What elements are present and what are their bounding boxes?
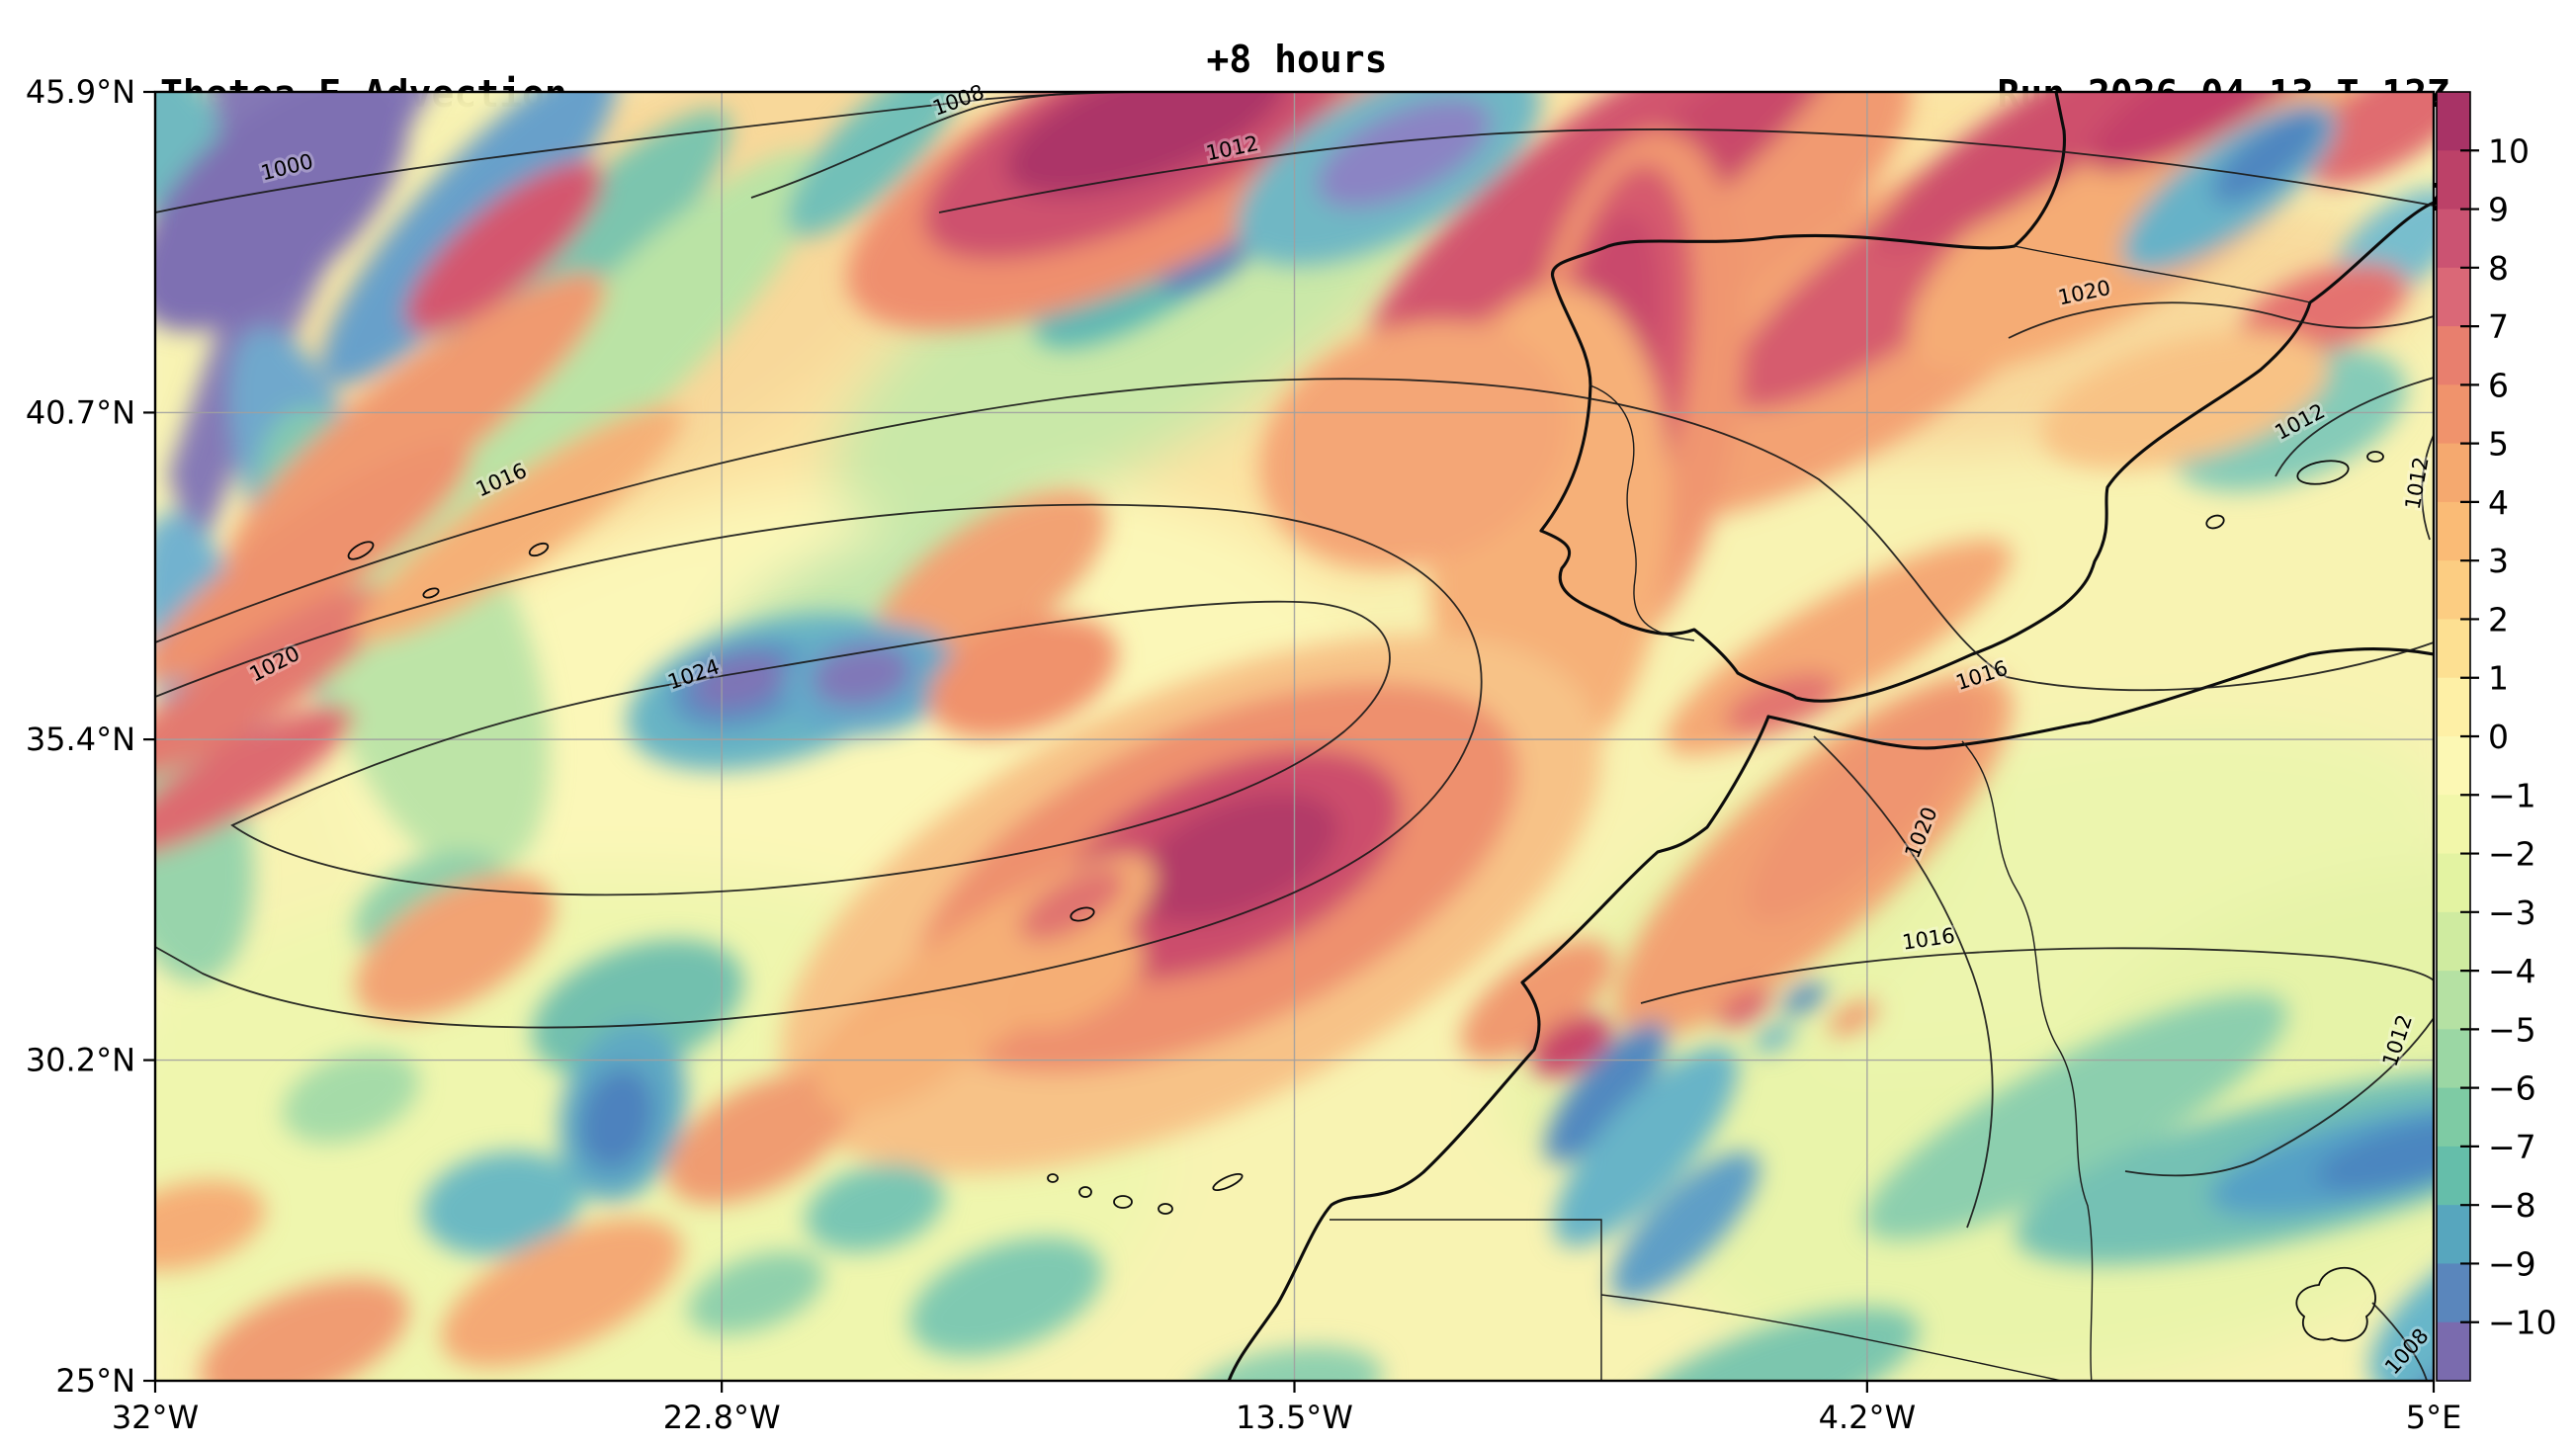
isobar-1016	[155, 378, 2434, 692]
colorbar-tick-label: 1	[2488, 659, 2509, 698]
border-western-sahara	[1330, 1219, 1602, 1381]
graticule	[155, 92, 2434, 1381]
isobar-1020-pyrenees	[2008, 301, 2434, 339]
colorbar-segment	[2437, 911, 2470, 972]
island-azores-1	[347, 541, 375, 560]
colorbar-tick-label: −3	[2488, 893, 2536, 932]
colorbar-tick-label: −10	[2488, 1304, 2557, 1342]
island-azores-3	[422, 587, 440, 599]
isobar-1012-east-b	[2421, 434, 2434, 541]
colorbar-tick-label: 10	[2488, 131, 2530, 170]
colorbar-segment	[2437, 795, 2470, 855]
colorbar-segment	[2437, 443, 2470, 503]
y-tick-label: 40.7°N	[26, 393, 135, 431]
island-canary-gomera	[1078, 1186, 1092, 1198]
colorbar-segment	[2437, 501, 2470, 561]
isobar-1024	[230, 600, 1391, 896]
colorbar-tick-label: −6	[2488, 1069, 2536, 1108]
colorbar-segment	[2437, 1205, 2470, 1265]
colorbar-segment	[2437, 853, 2470, 913]
y-tick-label: 30.2°N	[26, 1042, 135, 1079]
coastlines	[1227, 92, 2434, 1381]
colorbar-segment	[2437, 1321, 2470, 1382]
colorbar-segment	[2437, 619, 2470, 679]
colorbar-tick-label: 7	[2488, 307, 2509, 346]
island-canary-gran-canaria	[1158, 1203, 1173, 1215]
isobar-1008-corner	[2371, 1302, 2428, 1381]
colorbar-segment	[2437, 1263, 2470, 1323]
colorbar-segment	[2437, 1146, 2470, 1206]
border-spain-portugal	[1589, 384, 1695, 641]
colorbar-tick-label: 5	[2488, 425, 2509, 464]
isobar-1020	[155, 503, 1483, 1029]
island-canary-la-palma	[1047, 1173, 1059, 1183]
field-features	[155, 92, 2434, 1381]
colorbar-tick-label: 8	[2488, 249, 2509, 288]
colorbar-tick-label: 9	[2488, 191, 2509, 229]
coastline-africa-mediterranean	[1766, 646, 2434, 750]
colorbar-segment	[2437, 1029, 2470, 1089]
border-morocco-algeria	[1961, 740, 2094, 1381]
isobar-1020-morocco	[1813, 735, 1994, 1229]
island-menorca	[2366, 451, 2384, 463]
border-spain-france	[2014, 245, 2311, 303]
colorbar-segment	[2437, 971, 2470, 1030]
isobar-1016-morocco	[1640, 947, 2434, 1004]
island-canary-tenerife	[1113, 1195, 1133, 1209]
isobar-lines	[155, 92, 2434, 1381]
colorbar-tick-label: −4	[2488, 952, 2536, 990]
islands	[347, 451, 2384, 1215]
colorbar-tick-label: 6	[2488, 366, 2509, 404]
coastline-africa-atlantic	[1227, 715, 1770, 1381]
island-azores-2	[528, 542, 550, 557]
colorbar-tick-label: −7	[2488, 1128, 2536, 1166]
colorbar-segment	[2437, 1087, 2470, 1148]
colorbar-segment	[2437, 150, 2470, 211]
colorbar-segment	[2437, 326, 2470, 385]
colorbar-segment	[2437, 92, 2470, 151]
colorbar-segment	[2437, 267, 2470, 327]
terrain-contour-algeria-2	[2295, 1266, 2376, 1342]
colorbar-segment	[2437, 384, 2470, 445]
lead-time-label: +8 hours	[1206, 38, 1388, 81]
colorbar-tick-label: 3	[2488, 542, 2509, 580]
colorbar-segment	[2437, 677, 2470, 737]
colorbar-segment	[2437, 736, 2470, 796]
island-madeira	[1070, 906, 1095, 922]
island-mallorca	[2296, 460, 2350, 485]
y-tick-label: 35.4°N	[26, 721, 135, 758]
y-tick-label: 25°N	[55, 1362, 135, 1400]
colorbar-segment	[2437, 560, 2470, 621]
x-tick-label: 4.2°W	[1819, 1399, 1917, 1436]
x-tick-label: 32°W	[112, 1399, 199, 1436]
isobar-1012-east-a	[2275, 377, 2434, 477]
border-sahara-southeast	[1600, 1294, 2066, 1381]
isobar-1008	[750, 92, 1118, 199]
y-tick-label: 45.9°N	[26, 73, 135, 111]
island-ibiza	[2205, 514, 2225, 530]
colorbar-tick-label: −8	[2488, 1186, 2536, 1225]
x-tick-label: 22.8°W	[663, 1399, 781, 1436]
island-canary-lanzarote	[1212, 1172, 1244, 1192]
country-borders	[1330, 245, 2376, 1381]
isobar-1012-southeast	[2124, 1017, 2434, 1177]
x-tick-label: 5°E	[2406, 1399, 2462, 1436]
colorbar-tick-label: 2	[2488, 600, 2509, 638]
colorbar-tick-label: −2	[2488, 835, 2536, 874]
advection-field	[155, 92, 2434, 1381]
isobar-1012	[938, 128, 2434, 213]
colorbar-tick-label: 0	[2488, 718, 2509, 756]
axes: 45.9°N 40.7°N 35.4°N 30.2°N 25°N32°W 22.8°W 13…	[26, 73, 2461, 1436]
coastline-iberia-france	[1539, 92, 2434, 703]
colorbar-tick-label: −5	[2488, 1010, 2536, 1049]
colorbar-tick-label: 4	[2488, 483, 2509, 522]
x-tick-label: 13.5°W	[1236, 1399, 1353, 1436]
colorbar-tick-label: −9	[2488, 1244, 2536, 1283]
colorbar-segment	[2437, 209, 2470, 269]
colorbar-tick-label: −1	[2488, 776, 2536, 814]
